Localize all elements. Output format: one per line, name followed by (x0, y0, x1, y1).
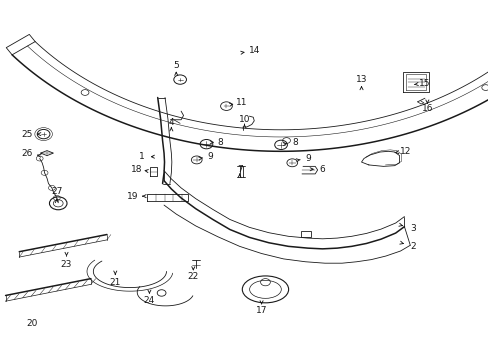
Bar (300, 231, 311, 237)
Text: 14: 14 (248, 46, 260, 55)
Text: 21: 21 (109, 278, 121, 287)
Text: 25: 25 (22, 130, 33, 139)
Text: 18: 18 (130, 165, 142, 174)
Text: 26: 26 (22, 149, 33, 158)
Text: 8: 8 (292, 138, 298, 147)
Text: 9: 9 (207, 152, 213, 161)
Text: 15: 15 (418, 79, 430, 88)
Text: 17: 17 (255, 306, 267, 315)
Text: 9: 9 (305, 154, 310, 163)
Text: 5: 5 (173, 61, 179, 70)
Text: 12: 12 (399, 147, 410, 156)
Text: 10: 10 (238, 114, 250, 123)
Text: 2: 2 (409, 242, 415, 251)
Text: 11: 11 (236, 98, 247, 107)
Text: 6: 6 (319, 165, 325, 174)
Text: 27: 27 (51, 187, 62, 196)
Text: 20: 20 (27, 319, 38, 328)
Text: 19: 19 (126, 192, 138, 201)
Text: 24: 24 (143, 296, 155, 305)
Text: 16: 16 (421, 104, 432, 113)
Text: 4: 4 (168, 118, 174, 127)
Text: 1: 1 (139, 152, 144, 161)
Text: 22: 22 (187, 272, 199, 281)
Text: 13: 13 (355, 75, 366, 84)
Text: 7: 7 (236, 165, 242, 174)
Text: 23: 23 (61, 260, 72, 269)
Text: 3: 3 (409, 224, 415, 233)
Text: 8: 8 (217, 138, 223, 147)
